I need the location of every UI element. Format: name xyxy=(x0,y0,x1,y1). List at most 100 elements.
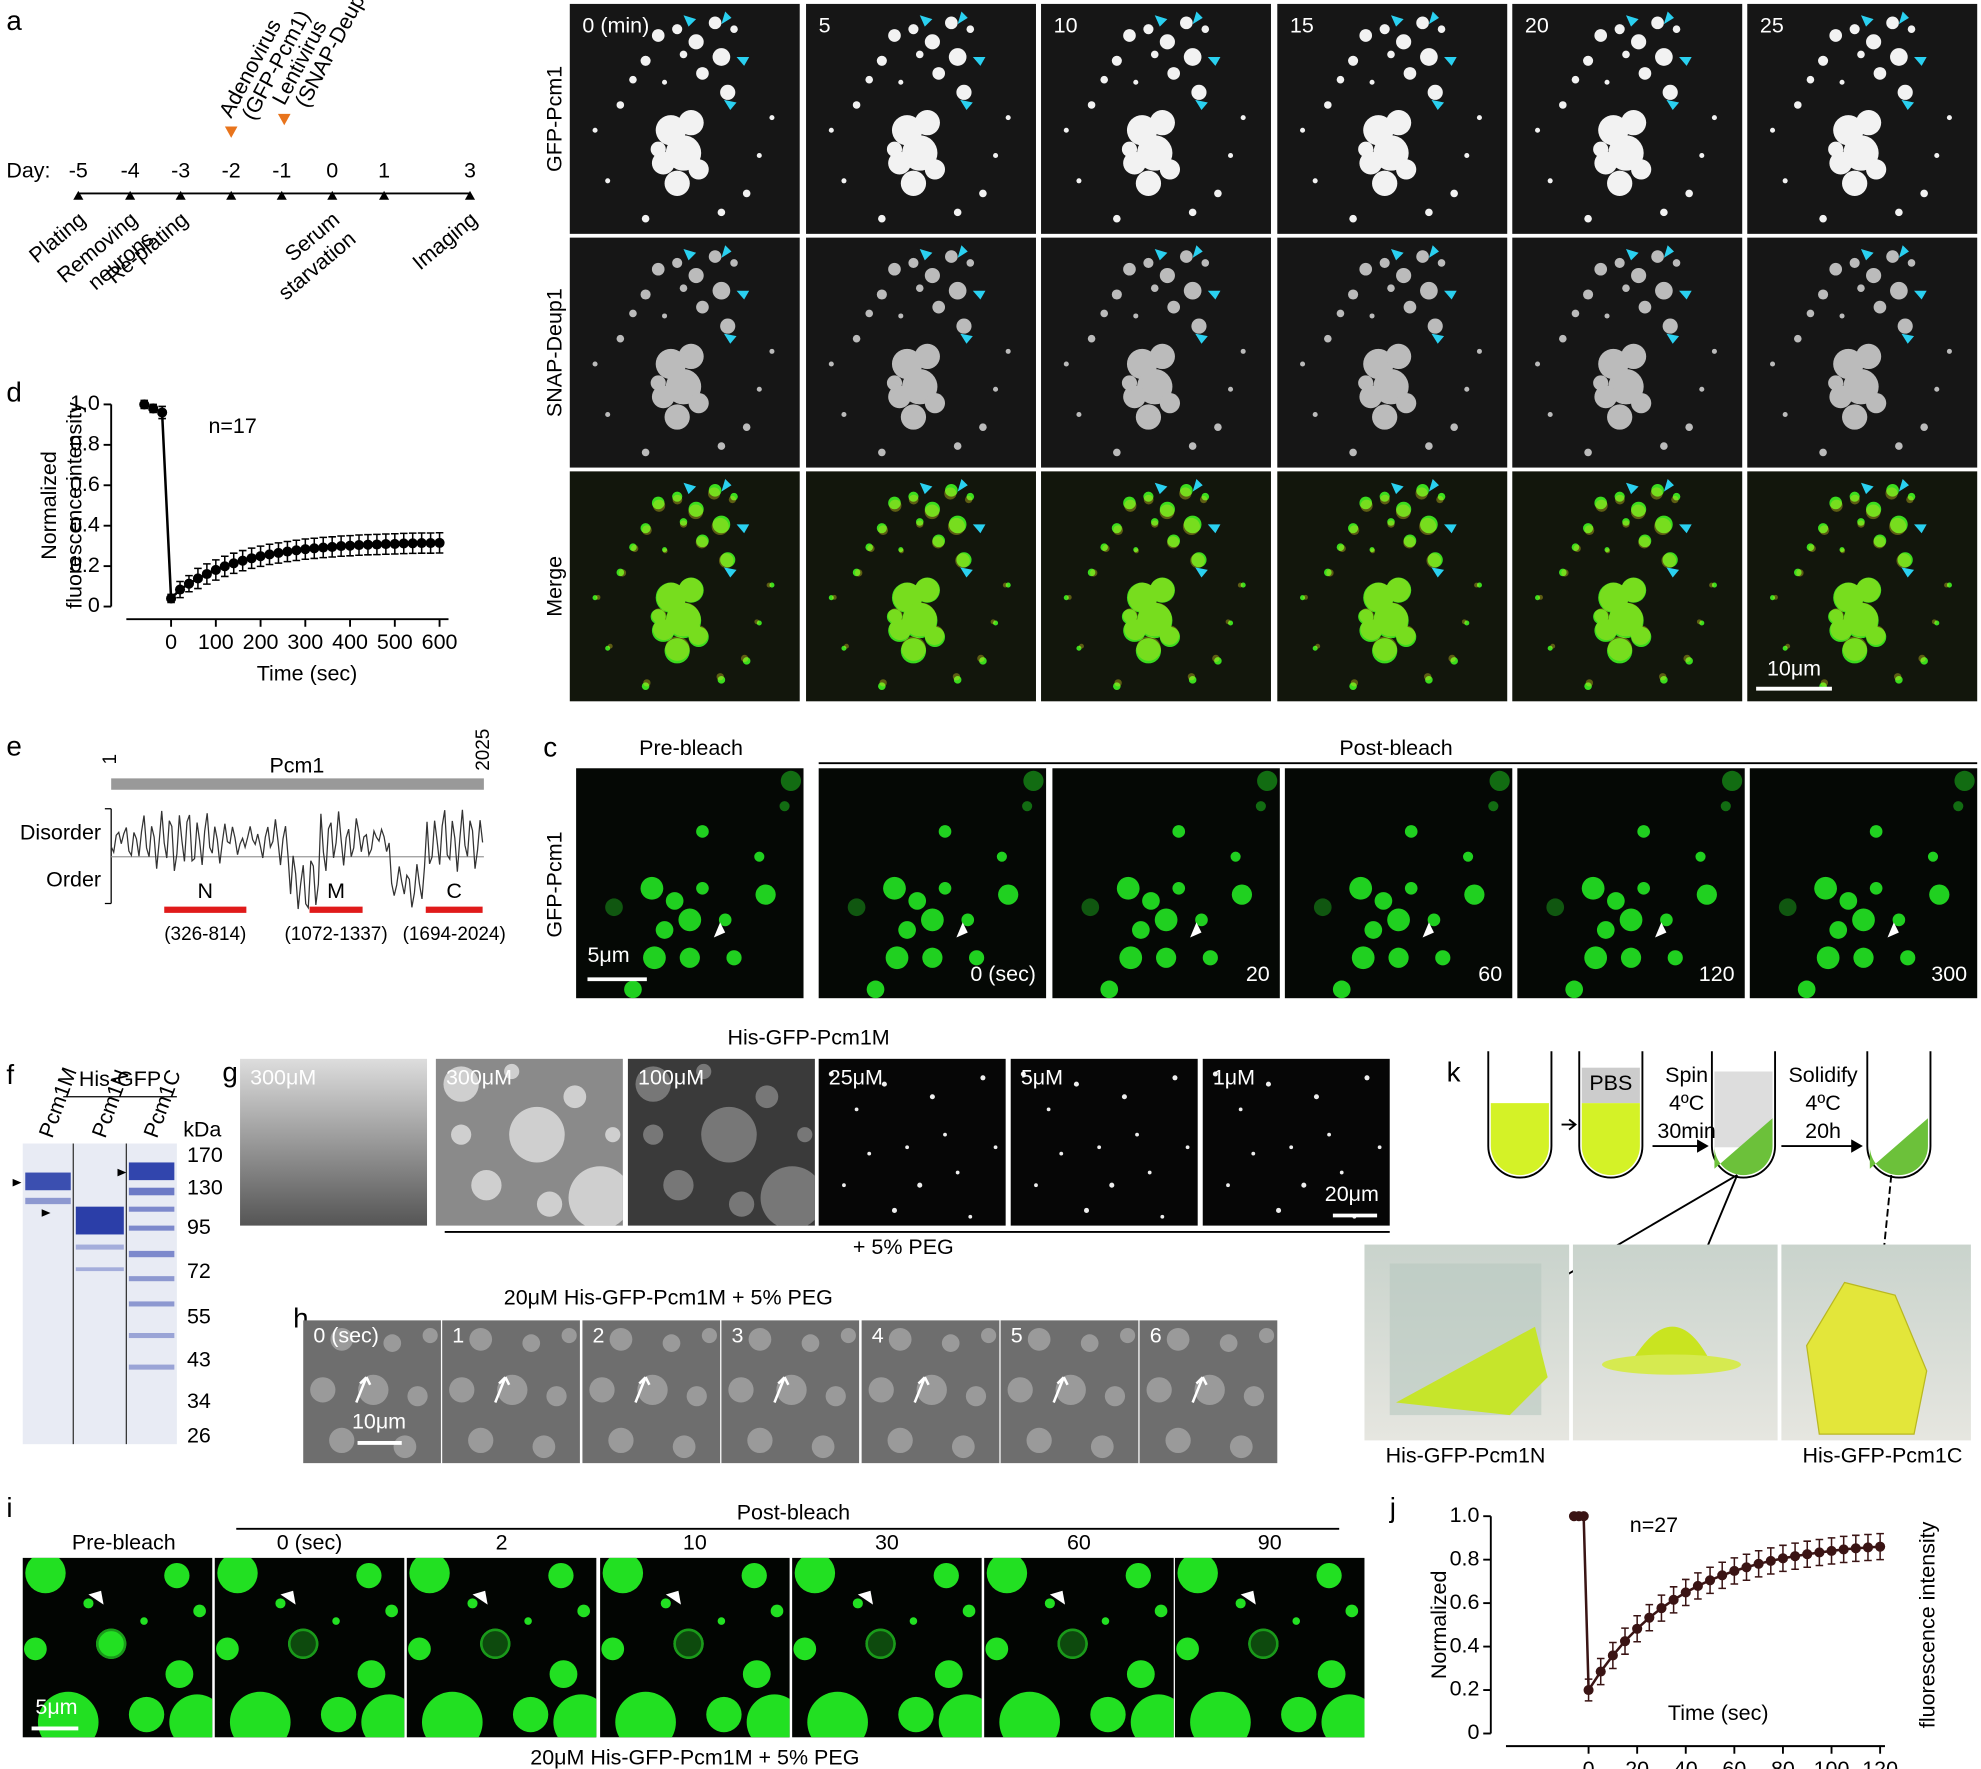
data-point xyxy=(1729,1565,1740,1577)
panel-label: g xyxy=(222,1056,237,1087)
day-tick xyxy=(327,190,338,200)
region-range: (1072-1337) xyxy=(284,924,387,945)
data-point xyxy=(282,546,293,557)
data-point xyxy=(1692,1580,1703,1592)
data-point xyxy=(434,537,445,548)
day-tick xyxy=(379,190,390,200)
arrowhead xyxy=(1422,922,1434,938)
time-label: 5 xyxy=(819,13,831,37)
y-tick-label: 0.2 xyxy=(1450,1677,1480,1701)
arrowhead xyxy=(280,1590,296,1605)
data-point xyxy=(210,564,221,576)
day-tick xyxy=(226,190,237,200)
arrowhead xyxy=(956,922,968,938)
data-point xyxy=(1668,1594,1679,1605)
y-tick-label: 1.0 xyxy=(70,391,100,415)
region-range: (1694-2024) xyxy=(403,924,506,945)
data-point xyxy=(201,568,212,580)
panel-label: j xyxy=(1389,1492,1396,1523)
arrowhead xyxy=(1240,1590,1256,1605)
level-label: Order xyxy=(46,867,101,891)
time-label: 2 xyxy=(593,1323,605,1347)
x-tick-label: 200 xyxy=(243,630,279,654)
marker-label: 170 xyxy=(187,1143,223,1167)
data-point xyxy=(398,538,409,549)
y-axis-label: Normalized xyxy=(1427,1571,1451,1680)
data-point xyxy=(1583,1684,1594,1696)
data-point xyxy=(362,539,374,550)
series-line xyxy=(143,403,440,602)
data-point xyxy=(192,573,203,584)
annotation: n=27 xyxy=(1630,1513,1678,1537)
x-tick-label: 100 xyxy=(1814,1757,1850,1769)
data-point xyxy=(1753,1558,1764,1569)
data-point xyxy=(139,399,150,410)
day-tick-label: -1 xyxy=(272,159,291,183)
bleached-droplet xyxy=(865,1628,896,1659)
x-tick-label: 120 xyxy=(1862,1757,1898,1769)
scale-bar-label: 20μm xyxy=(1325,1182,1379,1206)
image-frame xyxy=(818,1058,1006,1226)
row-label: GFP-Pcm1 xyxy=(543,831,567,937)
region-range: (326-814) xyxy=(164,924,246,945)
data-point xyxy=(255,551,266,562)
marker-label: 26 xyxy=(187,1423,211,1447)
x-tick-label: 600 xyxy=(422,630,458,654)
marker-label: 43 xyxy=(187,1347,211,1371)
y-tick-label: 0.4 xyxy=(1450,1633,1480,1657)
data-point xyxy=(389,538,400,549)
arrow xyxy=(913,1376,930,1403)
time-label: 4 xyxy=(872,1323,884,1347)
data-point xyxy=(1765,1555,1776,1567)
data-point xyxy=(1777,1553,1788,1564)
concentration-label: 100μM xyxy=(638,1066,704,1090)
row-label: Merge xyxy=(543,556,567,617)
disorder-trace xyxy=(110,809,484,910)
data-point xyxy=(273,547,284,559)
panel-label: e xyxy=(6,730,21,761)
scale-bar-label: 10μm xyxy=(352,1409,406,1433)
photos xyxy=(1364,1244,1971,1441)
time-label: 10 xyxy=(683,1531,707,1555)
time-label: 15 xyxy=(1290,13,1314,37)
day-tick xyxy=(175,190,186,200)
image-frame xyxy=(1010,1058,1198,1226)
time-label: 10 xyxy=(1054,13,1078,37)
step-label: 20h xyxy=(1805,1119,1841,1143)
day-tick-label: -4 xyxy=(121,159,140,183)
day-tick-label: 3 xyxy=(464,159,476,183)
data-point xyxy=(157,407,168,418)
data-point xyxy=(1790,1551,1801,1562)
arrow xyxy=(355,1376,372,1403)
y-tick-label: 0 xyxy=(1467,1720,1479,1744)
bleached-droplet xyxy=(673,1628,704,1659)
gel xyxy=(12,1096,177,1445)
day-tick xyxy=(276,190,287,200)
x-tick-label: 80 xyxy=(1771,1757,1795,1769)
time-label: 6 xyxy=(1150,1323,1162,1347)
caption: 20μM His-GFP-Pcm1M + 5% PEG xyxy=(530,1745,859,1769)
protein-name: Pcm1 xyxy=(269,754,324,778)
step-label: 4ºC xyxy=(1669,1091,1704,1115)
time-label: 5 xyxy=(1011,1323,1023,1347)
y-tick-label: 0.6 xyxy=(1450,1590,1480,1614)
data-point xyxy=(237,555,248,566)
day-tick xyxy=(73,190,84,200)
data-point xyxy=(1850,1543,1861,1554)
panel-label: i xyxy=(6,1492,12,1523)
data-point xyxy=(300,544,311,555)
time-label: 1 xyxy=(452,1323,464,1347)
time-label: 0 (sec) xyxy=(970,962,1036,986)
step-label: Solidify xyxy=(1788,1063,1857,1087)
data-point xyxy=(1607,1650,1618,1661)
day-label: Day: xyxy=(6,159,50,183)
x-tick-label: 500 xyxy=(377,630,413,654)
scale-bar-label: 5μm xyxy=(587,943,629,967)
panel-label: k xyxy=(1447,1056,1461,1087)
data-point xyxy=(174,584,186,595)
row-label: GFP-Pcm1 xyxy=(543,66,567,172)
step-label: 4ºC xyxy=(1805,1091,1840,1115)
y-tick-label: 0.8 xyxy=(70,432,100,456)
data-point xyxy=(264,549,275,560)
x-axis-label: Time (sec) xyxy=(1668,1701,1769,1725)
